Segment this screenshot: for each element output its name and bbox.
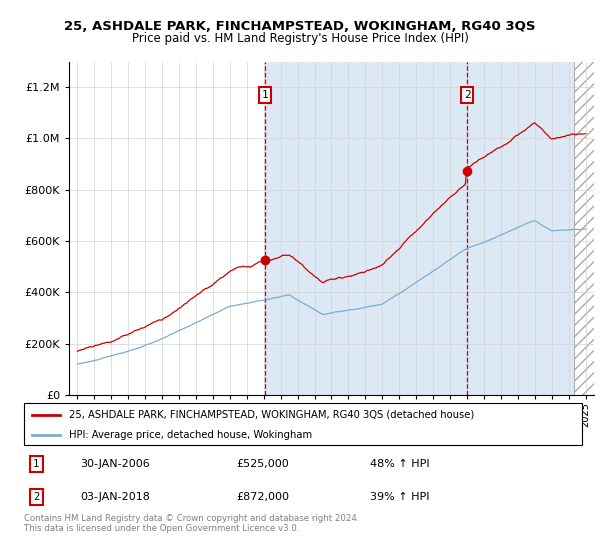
FancyBboxPatch shape <box>24 403 582 445</box>
Text: HPI: Average price, detached house, Wokingham: HPI: Average price, detached house, Woki… <box>68 430 312 440</box>
Text: £872,000: £872,000 <box>236 492 289 502</box>
Text: 2: 2 <box>464 90 470 100</box>
Text: 25, ASHDALE PARK, FINCHAMPSTEAD, WOKINGHAM, RG40 3QS: 25, ASHDALE PARK, FINCHAMPSTEAD, WOKINGH… <box>64 20 536 32</box>
Text: £525,000: £525,000 <box>236 459 289 469</box>
Bar <box>69 62 265 395</box>
Text: 1: 1 <box>262 90 268 100</box>
Text: 1: 1 <box>33 459 40 469</box>
Text: Contains HM Land Registry data © Crown copyright and database right 2024.
This d: Contains HM Land Registry data © Crown c… <box>24 514 359 534</box>
Text: 48% ↑ HPI: 48% ↑ HPI <box>370 459 430 469</box>
Bar <box>574 62 594 395</box>
Text: 25, ASHDALE PARK, FINCHAMPSTEAD, WOKINGHAM, RG40 3QS (detached house): 25, ASHDALE PARK, FINCHAMPSTEAD, WOKINGH… <box>68 410 474 420</box>
Text: Price paid vs. HM Land Registry's House Price Index (HPI): Price paid vs. HM Land Registry's House … <box>131 32 469 45</box>
Text: 30-JAN-2006: 30-JAN-2006 <box>80 459 149 469</box>
Text: 2: 2 <box>33 492 40 502</box>
Text: 39% ↑ HPI: 39% ↑ HPI <box>370 492 430 502</box>
Text: 03-JAN-2018: 03-JAN-2018 <box>80 492 149 502</box>
